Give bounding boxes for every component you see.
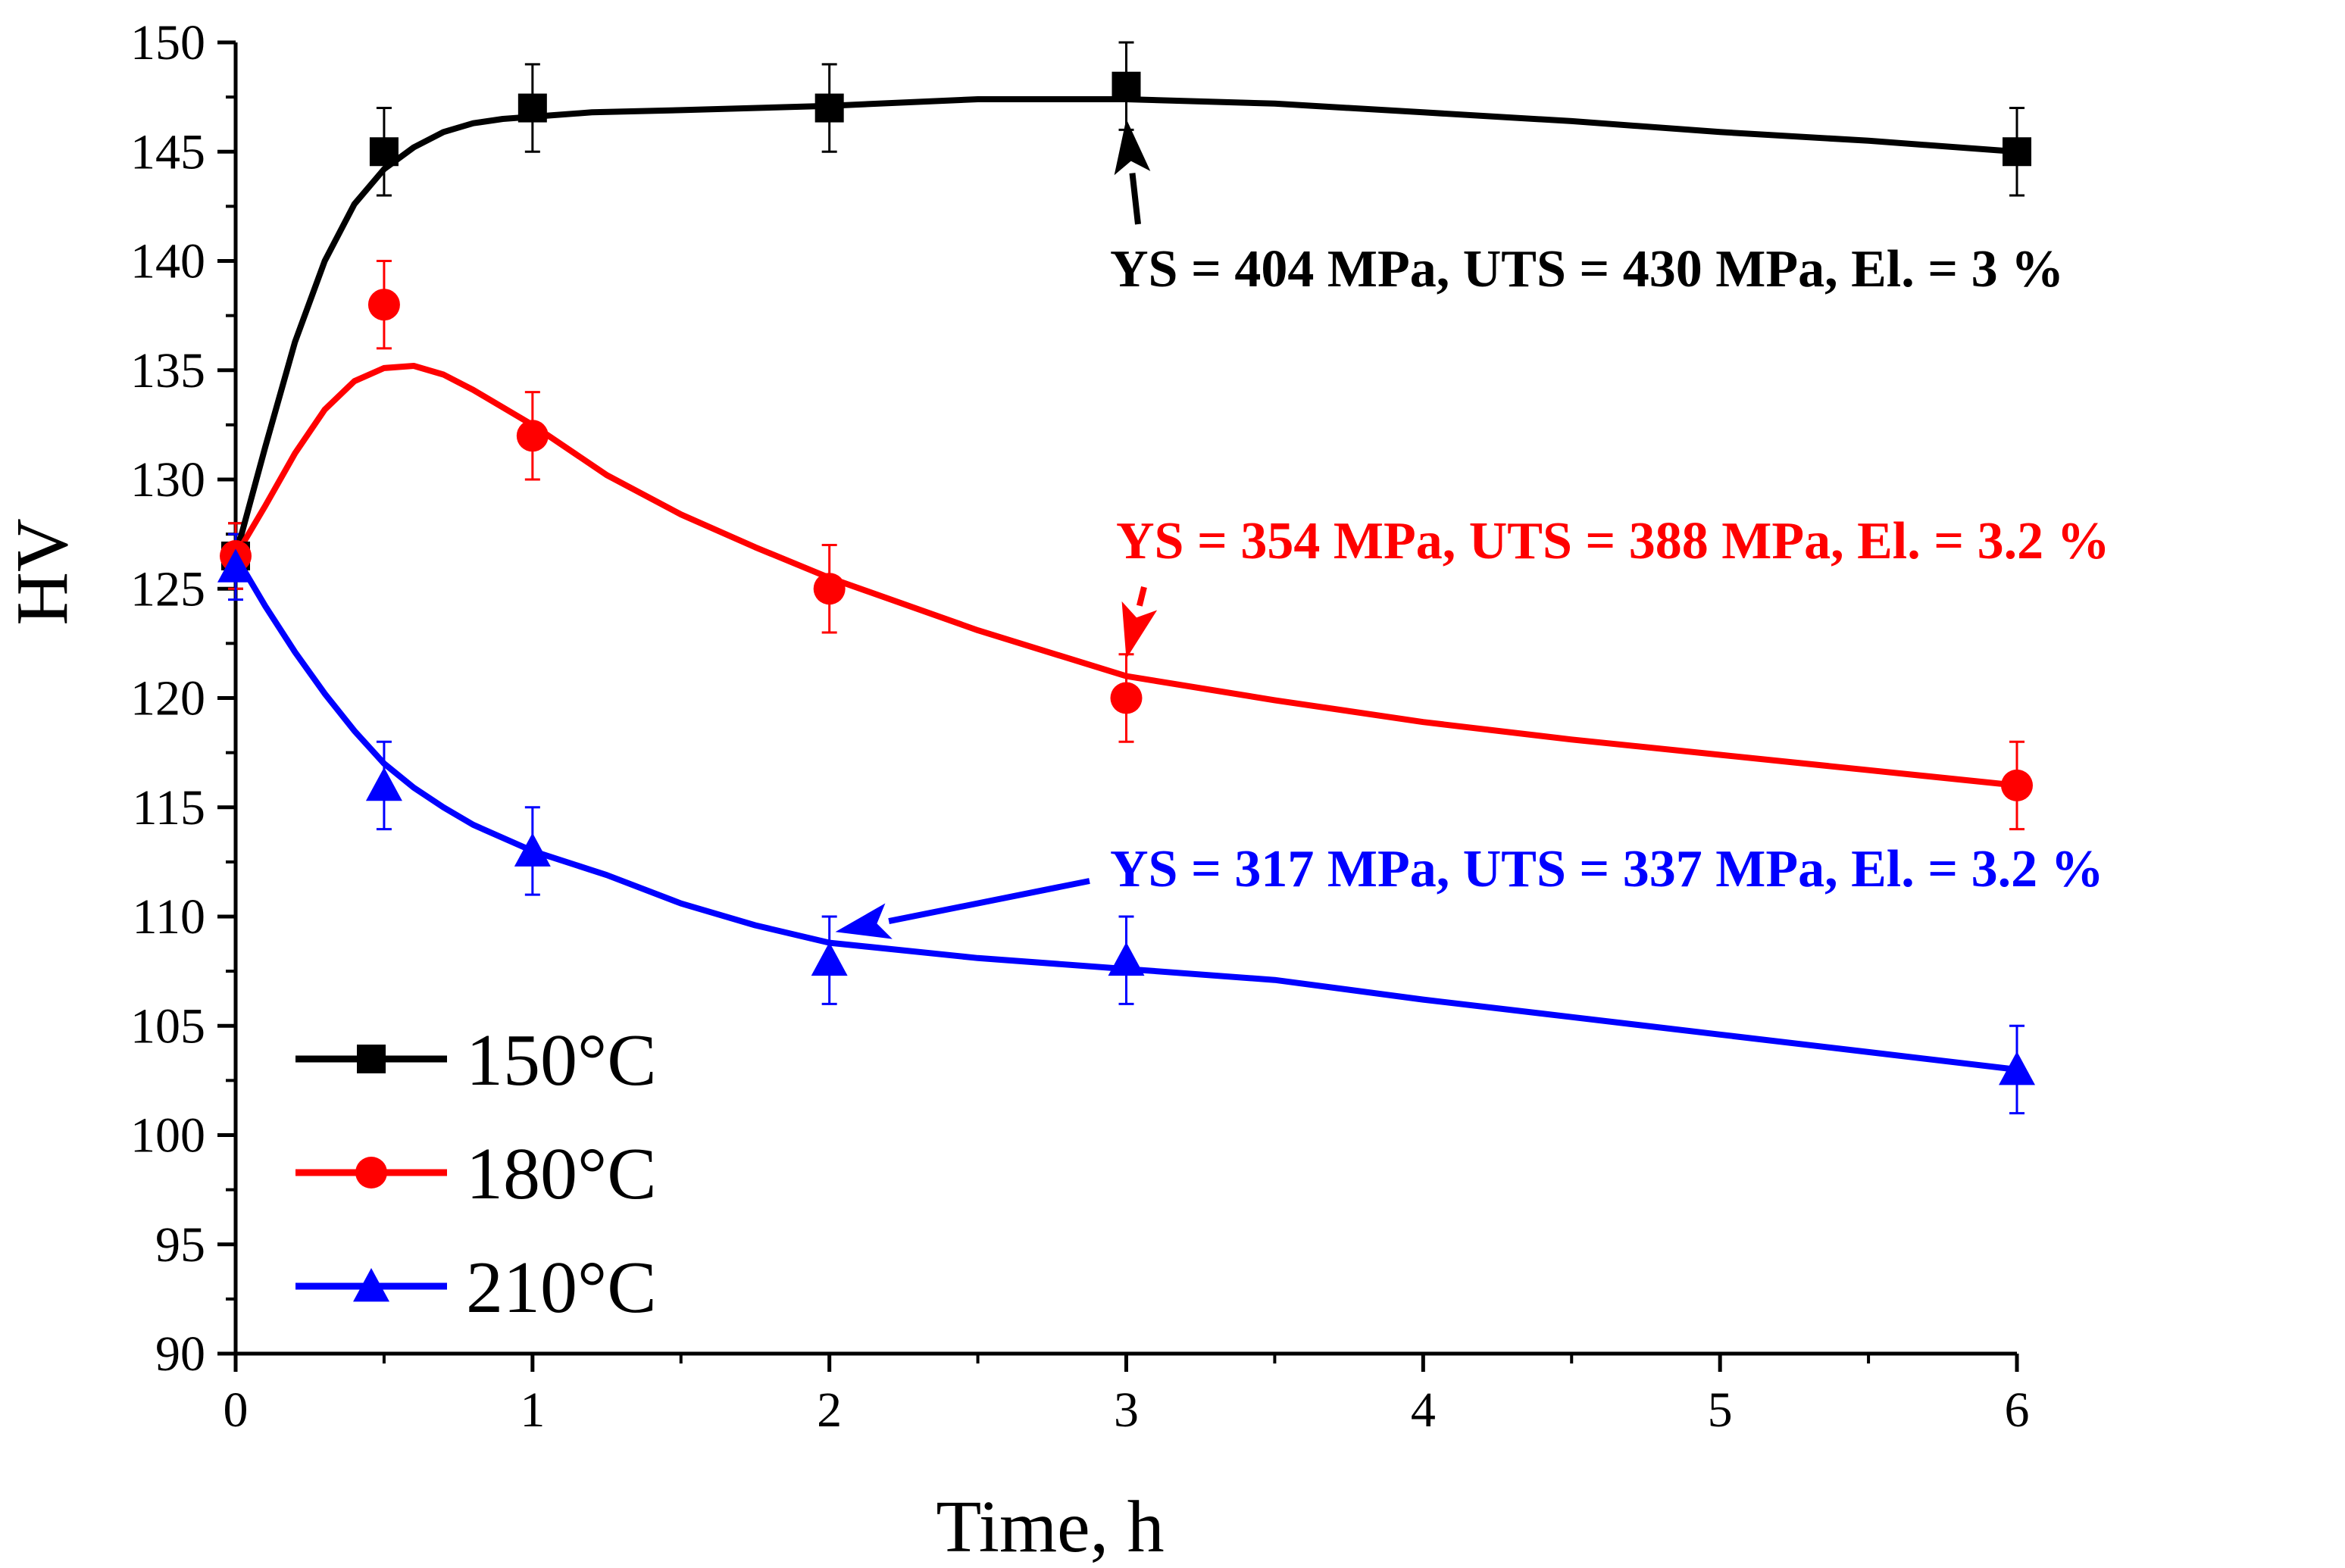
data-point-180c <box>813 573 846 605</box>
y-tick-label: 110 <box>132 889 205 945</box>
x-tick-label: 0 <box>224 1382 249 1438</box>
y-tick-label: 120 <box>130 671 205 726</box>
legend-marker-180c <box>355 1157 387 1188</box>
data-point-210c <box>811 942 848 976</box>
annotation-text-1: YS = 404 MPa, UTS = 430 MPa, El. = 3 % <box>1110 240 2064 298</box>
data-markers <box>217 71 2035 1085</box>
legend: 150°C 180°C 210°C <box>295 1020 657 1329</box>
data-point-180c <box>1110 682 1143 714</box>
annotation-arrow-shaft-2 <box>1136 586 1147 607</box>
x-tick-label: 3 <box>1114 1382 1139 1438</box>
annotations: YS = 404 MPa, UTS = 430 MPa, El. = 3 % YS… <box>835 118 2110 939</box>
data-point-180c <box>516 420 549 452</box>
annotation-text-3: YS = 317 MPa, UTS = 337 MPa, El. = 3.2 % <box>1110 840 2104 898</box>
legend-label-150c: 150°C <box>466 1020 657 1101</box>
legend-label-180c: 180°C <box>466 1133 657 1215</box>
annotation-arrow-head-1 <box>1114 118 1151 176</box>
fit-line-150c <box>233 96 2020 559</box>
data-point-150c <box>517 93 547 123</box>
data-point-150c <box>814 93 844 123</box>
annotation-arrow-shaft-1 <box>1129 173 1141 225</box>
y-tick-label: 125 <box>130 561 205 617</box>
y-tick-label: 105 <box>130 998 205 1054</box>
legend-label-210c: 210°C <box>466 1247 657 1329</box>
annotation-arrow-shaft-3 <box>888 878 1090 924</box>
data-point-150c <box>2003 137 2031 167</box>
annotation-arrow-head-2 <box>1121 601 1158 659</box>
y-tick-label: 140 <box>130 234 205 289</box>
x-axis-title: Time, h <box>936 1486 1164 1568</box>
data-point-150c <box>1112 71 1141 101</box>
y-tick-label: 95 <box>155 1217 205 1273</box>
legend-marker-210c <box>353 1268 389 1302</box>
x-tick-label: 4 <box>1411 1382 1436 1438</box>
x-tick-label: 6 <box>2005 1382 2030 1438</box>
annotation-arrow-head-3 <box>835 903 893 939</box>
data-point-180c <box>367 289 400 321</box>
y-tick-label: 90 <box>155 1326 205 1382</box>
x-tick-label: 1 <box>520 1382 545 1438</box>
y-tick-label: 145 <box>130 124 205 180</box>
y-tick-label: 135 <box>130 343 205 398</box>
y-tick-label: 130 <box>130 452 205 508</box>
fit-lines <box>233 96 2020 1073</box>
data-point-210c <box>514 832 551 867</box>
y-axis-title: HV <box>2 518 83 626</box>
y-tick-label: 115 <box>132 780 205 836</box>
data-point-210c <box>1108 942 1145 976</box>
data-point-210c <box>365 767 402 801</box>
fit-line-180c <box>233 363 2020 789</box>
y-tick-label: 150 <box>130 15 205 70</box>
data-point-180c <box>2001 769 2033 801</box>
axes: 0 1 2 3 4 5 6 90 95 100 105 110 115 120 125 130 135 140 14… <box>130 15 2030 1438</box>
y-tick-label: 100 <box>130 1108 205 1164</box>
x-tick-label: 5 <box>1708 1382 1733 1438</box>
data-point-150c <box>369 137 399 167</box>
data-point-210c <box>1999 1051 2035 1085</box>
annotation-text-2: YS = 354 MPa, UTS = 388 MPa, El. = 3.2 % <box>1116 512 2110 570</box>
legend-marker-150c <box>357 1045 386 1073</box>
data-point-210c <box>217 548 254 583</box>
fit-line-210c <box>233 553 2020 1073</box>
x-tick-label: 2 <box>817 1382 842 1438</box>
